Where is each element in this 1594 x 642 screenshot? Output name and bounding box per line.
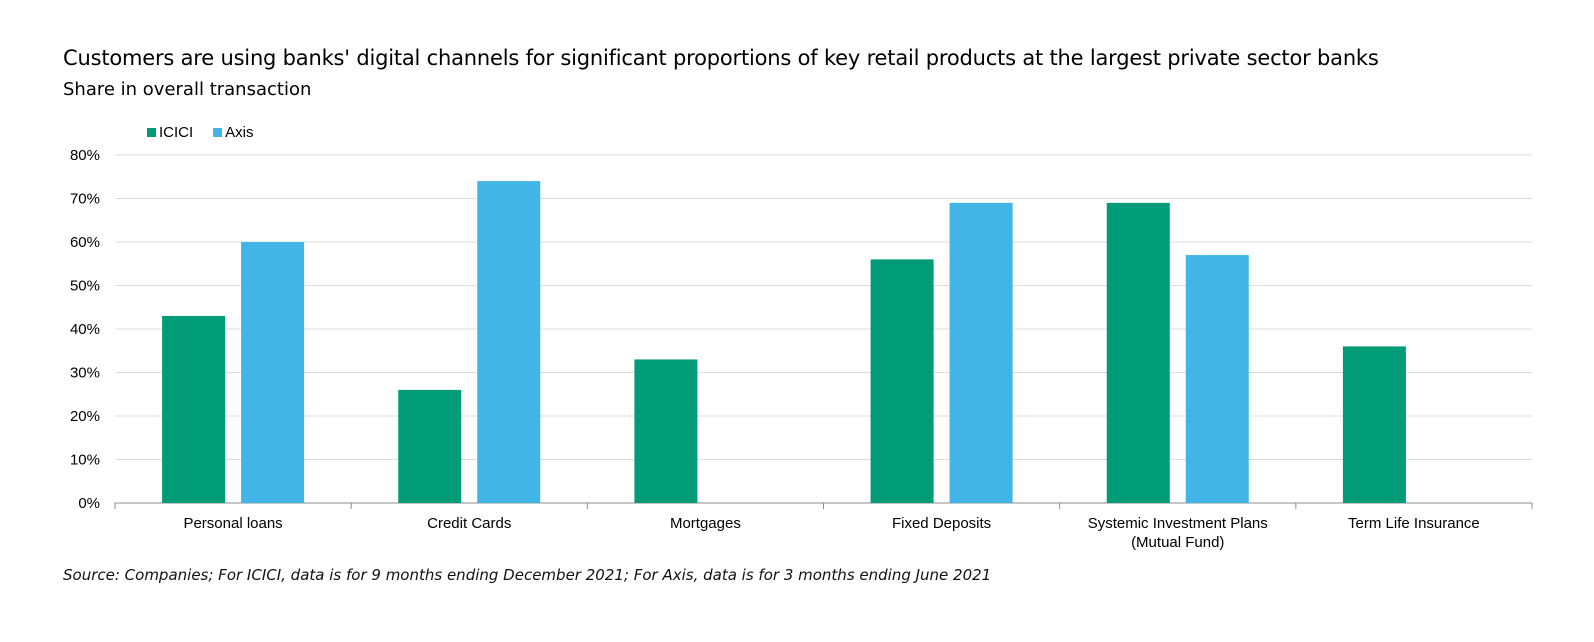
y-tick-label: 50% bbox=[70, 278, 100, 295]
legend-label-icici: ICICI bbox=[159, 124, 194, 141]
bar-icici bbox=[162, 315, 226, 503]
chart-subtitle: Share in overall transaction bbox=[63, 79, 312, 100]
legend-swatch-icici bbox=[147, 128, 156, 137]
bar-axis bbox=[477, 181, 541, 503]
bar-axis bbox=[1185, 255, 1249, 503]
x-tick-label: Fixed Deposits bbox=[892, 515, 991, 532]
y-tick-label: 30% bbox=[70, 365, 100, 382]
y-tick-label: 10% bbox=[70, 452, 100, 469]
legend-item-icici: ICICI bbox=[147, 124, 193, 141]
bar-icici bbox=[634, 359, 698, 503]
y-tick-label: 80% bbox=[70, 147, 100, 164]
x-tick-label: Personal loans bbox=[183, 515, 282, 532]
legend-item-axis: Axis bbox=[213, 124, 254, 141]
bar-icici bbox=[1342, 346, 1406, 503]
bar-axis bbox=[241, 242, 305, 503]
legend-label-axis: Axis bbox=[225, 124, 254, 141]
legend-swatch-axis bbox=[213, 128, 223, 137]
bar-icici bbox=[870, 259, 934, 503]
x-tick-label: Systemic Investment Plans bbox=[1088, 515, 1268, 532]
x-tick-label: (Mutual Fund) bbox=[1131, 534, 1224, 551]
chart-title: Customers are using banks' digital chann… bbox=[63, 46, 1379, 70]
legend: ICICI Axis bbox=[147, 124, 254, 141]
y-tick-label: 40% bbox=[70, 321, 100, 338]
bar-icici bbox=[1106, 202, 1170, 503]
y-tick-label: 0% bbox=[78, 495, 100, 512]
bar-icici bbox=[398, 389, 462, 503]
source-note: Source: Companies; For ICICI, data is fo… bbox=[63, 566, 992, 584]
x-tick-label: Term Life Insurance bbox=[1348, 515, 1480, 532]
y-tick-label: 70% bbox=[70, 191, 100, 208]
y-tick-label: 20% bbox=[70, 408, 100, 425]
x-tick-label: Mortgages bbox=[670, 515, 741, 532]
y-tick-label: 60% bbox=[70, 234, 100, 251]
x-tick-label: Credit Cards bbox=[427, 515, 511, 532]
bar-axis bbox=[949, 202, 1013, 503]
